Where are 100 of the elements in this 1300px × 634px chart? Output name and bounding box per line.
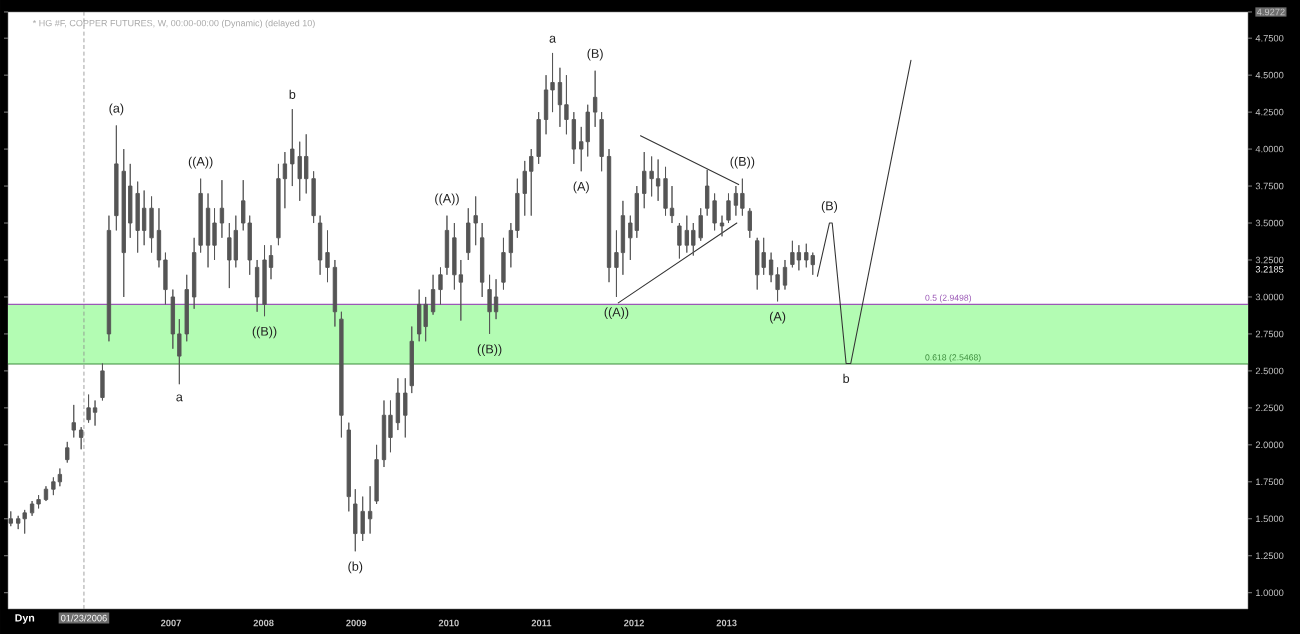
candlestick <box>395 377 401 431</box>
annotation: (a) <box>109 103 124 116</box>
candlestick <box>317 215 323 276</box>
candlestick <box>719 215 725 237</box>
candlestick <box>304 133 309 194</box>
x-tick-label: 2012 <box>624 619 644 627</box>
x-tick-label: 2013 <box>716 619 737 627</box>
candlestick <box>268 244 274 280</box>
y-tick-label: 4.7500 <box>1255 34 1284 42</box>
candlestick <box>599 111 604 172</box>
candlestick <box>100 363 105 401</box>
candlestick <box>669 185 675 224</box>
candlestick <box>782 259 788 291</box>
y-tick-label: 2.0000 <box>1255 441 1284 449</box>
candlestick <box>163 252 168 305</box>
candlestick <box>374 444 379 505</box>
candlestick <box>353 488 358 552</box>
y-tick-label: 4.9272 <box>1256 8 1285 16</box>
y-tick-label: 2.5000 <box>1255 367 1284 375</box>
y-tick-label: 4.5000 <box>1255 71 1284 79</box>
annotation: (b) <box>348 561 363 574</box>
annotation: ((A)) <box>188 156 213 169</box>
candlestick <box>796 244 802 271</box>
y-tick-label: 3.2500 <box>1255 256 1284 264</box>
candlestick <box>522 160 527 217</box>
candlestick <box>8 510 13 527</box>
candlestick <box>606 148 612 283</box>
candlestick <box>564 74 569 135</box>
y-tick-label: 1.2500 <box>1256 552 1284 560</box>
candlestick <box>655 158 661 202</box>
candlestick <box>550 52 555 113</box>
candlestick <box>198 178 203 254</box>
candlestick <box>740 178 745 217</box>
candlestick <box>57 468 63 487</box>
candlestick <box>128 163 133 239</box>
candlestick <box>705 169 710 217</box>
candlestick <box>36 494 41 509</box>
candlestick <box>684 215 689 254</box>
annotation: a <box>549 35 557 43</box>
candlestick <box>515 178 520 239</box>
candlestick <box>184 274 189 342</box>
candlestick <box>339 311 344 438</box>
candlestick <box>65 441 70 464</box>
candlestick <box>205 192 211 268</box>
annotation: a <box>176 394 183 402</box>
candlestick <box>388 400 393 453</box>
annotation: ((A)) <box>435 193 459 206</box>
y-tick-label: 3.5000 <box>1255 219 1284 227</box>
y-tick-label: 2.7500 <box>1255 330 1284 338</box>
candlestick <box>177 318 182 385</box>
candlestick <box>156 207 162 268</box>
x-tick-label: 2011 <box>531 619 552 627</box>
candlestick <box>529 148 534 217</box>
annotation: ((B)) <box>477 344 502 356</box>
candlestick <box>403 377 408 438</box>
line-series <box>816 59 912 365</box>
candlestick <box>114 124 119 231</box>
y-tick-label: 1.0000 <box>1256 589 1284 596</box>
candlestick <box>677 222 682 259</box>
candlestick <box>452 222 457 291</box>
ref-line-label: 0.618 (2.5468) <box>925 354 981 363</box>
candlestick <box>775 266 780 302</box>
x-tick-label: 2007 <box>160 619 181 627</box>
candlestick <box>493 278 499 320</box>
y-tick-label: 4.2500 <box>1255 108 1284 116</box>
candlestick <box>501 237 506 291</box>
candlestick <box>219 179 225 239</box>
candlestick <box>325 229 330 283</box>
candlestick <box>536 111 541 165</box>
candlestick <box>458 259 464 322</box>
candlestick <box>438 266 443 305</box>
y-tick-label: 1.5000 <box>1256 515 1284 523</box>
candlestick <box>487 274 492 335</box>
candlestick <box>691 222 696 257</box>
annotation: ((B)) <box>730 156 755 169</box>
candlestick <box>466 207 471 261</box>
annotation: ((A)) <box>604 307 629 319</box>
candlestick <box>557 67 563 128</box>
x-tick-label: 2010 <box>438 619 459 627</box>
candlestick <box>663 166 668 217</box>
candlestick <box>543 74 549 135</box>
annotation: (B) <box>821 201 838 213</box>
candlestick <box>29 500 35 517</box>
candlestick <box>360 496 365 542</box>
text: * HG #F, COPPER FUTURES, W, 00:00-00:00 (Dynamic) (delayed 10) <box>32 19 315 29</box>
candlestick <box>297 141 302 202</box>
candlestick <box>346 422 351 512</box>
annotation: ((B)) <box>252 326 277 339</box>
candlestick <box>311 170 316 224</box>
candlestick <box>367 485 373 535</box>
candlestick <box>698 207 703 242</box>
x-tick-label: 2008 <box>253 619 274 627</box>
text: Dyn <box>15 614 35 624</box>
candlestick <box>768 252 774 283</box>
candlestick <box>290 108 295 187</box>
candlestick <box>642 151 647 209</box>
candlestick <box>726 192 731 224</box>
candlestick <box>790 240 795 268</box>
candlestick <box>712 192 717 231</box>
y-tick-label: 3.0000 <box>1255 293 1284 301</box>
